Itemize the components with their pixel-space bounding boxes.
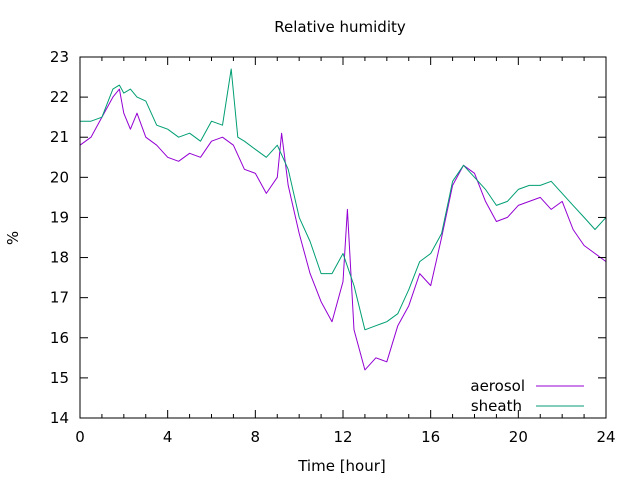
y-tick-label: 23 xyxy=(50,48,69,66)
x-tick-label: 0 xyxy=(75,428,85,446)
x-tick-label: 8 xyxy=(251,428,261,446)
legend-label-aerosol: aerosol xyxy=(470,377,525,395)
chart-title: Relative humidity xyxy=(274,18,406,36)
y-tick-label: 17 xyxy=(50,289,69,307)
y-tick-label: 22 xyxy=(50,88,69,106)
y-axis-label: % xyxy=(4,231,22,245)
x-tick-label: 16 xyxy=(421,428,440,446)
series-line-sheath xyxy=(80,68,607,331)
plot-frame xyxy=(79,56,607,419)
x-tick-label: 24 xyxy=(596,428,615,446)
ticks-group: 14 15 16 17 18 19 20 21 22 23 0 4 8 12 16 20 24 xyxy=(50,48,616,446)
y-tick-label: 21 xyxy=(50,128,69,146)
x-tick-label: 20 xyxy=(509,428,528,446)
y-tick-label: 19 xyxy=(50,208,69,226)
y-tick-label: 20 xyxy=(50,168,69,186)
y-tick-label: 16 xyxy=(50,329,69,347)
x-tick-label: 12 xyxy=(333,428,352,446)
series-line-aerosol xyxy=(79,88,607,371)
legend-label-sheath: sheath xyxy=(471,397,522,415)
x-tick-label: 4 xyxy=(163,428,173,446)
y-tick-label: 14 xyxy=(50,409,69,427)
x-axis-label: Time [hour] xyxy=(297,457,386,475)
series-group xyxy=(79,68,607,371)
y-tick-label: 15 xyxy=(50,369,69,387)
y-tick-label: 18 xyxy=(50,249,69,267)
legend: aerosol sheath xyxy=(470,377,584,415)
